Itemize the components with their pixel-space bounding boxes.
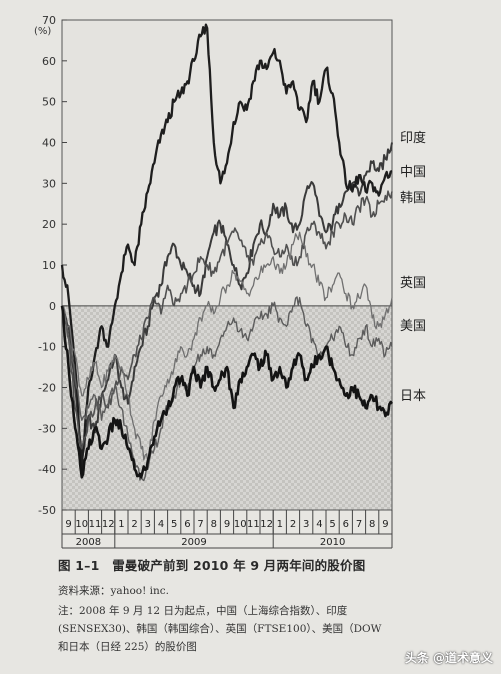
series-line-6 [60, 305, 394, 479]
month-label: 3 [145, 519, 151, 530]
y-tick-label: 50 [42, 96, 56, 109]
month-label: 7 [197, 519, 203, 530]
series-line-2 [60, 23, 393, 471]
y-axis-unit: (%) [34, 26, 51, 37]
month-label: 12 [102, 519, 115, 530]
month-label: 6 [343, 519, 349, 530]
series-line-5 [61, 296, 393, 482]
month-label: 8 [211, 519, 217, 530]
y-tick-label: -50 [38, 504, 56, 517]
y-tick-label: -30 [38, 422, 56, 435]
month-label: 5 [171, 519, 177, 530]
series-label-4: 英国 [400, 276, 426, 291]
month-label: 2 [290, 519, 296, 530]
y-tick-label: 70 [42, 14, 56, 27]
month-label: 8 [369, 519, 375, 530]
y-tick-label: -20 [38, 382, 56, 395]
y-tick-label: 30 [42, 177, 56, 190]
month-label: 10 [234, 519, 247, 530]
month-label: 9 [65, 519, 71, 530]
series-line-4 [61, 231, 393, 462]
note-line-1: 注：2008 年 9 月 12 日为起点，中国（上海综合指数）、印度 [58, 605, 348, 617]
year-label: 2008 [76, 537, 101, 548]
negative-region-shading [62, 305, 392, 510]
y-tick-label: 0 [49, 300, 56, 313]
series-line-3 [61, 190, 393, 450]
month-label: 4 [158, 519, 164, 530]
month-label: 7 [356, 519, 362, 530]
month-label: 2 [131, 519, 137, 530]
month-label: 9 [224, 519, 230, 530]
series-label-3: 韩国 [400, 191, 426, 206]
month-label: 11 [89, 519, 102, 530]
y-tick-label: 60 [42, 55, 56, 68]
y-tick-label: 10 [42, 259, 56, 272]
series-label-6: 日本 [400, 389, 426, 404]
month-label: 9 [382, 519, 388, 530]
y-tick-label: -40 [38, 463, 56, 476]
watermark: 头条 @道术意义 [404, 651, 493, 665]
note-line-2: (SENSEX30)、韩国（韩国综合）、英国（FTSE100）、美国（DOW [58, 623, 382, 635]
month-label: 4 [316, 519, 322, 530]
y-tick-label: 20 [42, 218, 56, 231]
figure-caption: 图 1–1 雷曼破产前到 2010 年 9 月两年间的股价图 [58, 558, 366, 573]
month-label: 10 [75, 519, 88, 530]
series-label-5: 美国 [400, 319, 426, 334]
year-label: 2009 [181, 537, 206, 548]
month-label: 11 [247, 519, 260, 530]
year-label: 2010 [320, 537, 345, 548]
series-label-2: 中国 [400, 165, 426, 180]
series-label-1: 印度 [400, 130, 426, 146]
month-label: 12 [260, 519, 273, 530]
y-tick-label: 40 [42, 137, 56, 150]
month-label: 1 [118, 519, 124, 530]
source-note: 资料来源：yahoo! inc. [58, 585, 169, 597]
note-line-3: 和日本（日经 225）的股价图 [58, 641, 197, 653]
month-label: 5 [329, 519, 335, 530]
month-label: 6 [184, 519, 190, 530]
month-label: 3 [303, 519, 309, 530]
y-tick-label: -10 [38, 341, 56, 354]
month-label: 1 [277, 519, 283, 530]
